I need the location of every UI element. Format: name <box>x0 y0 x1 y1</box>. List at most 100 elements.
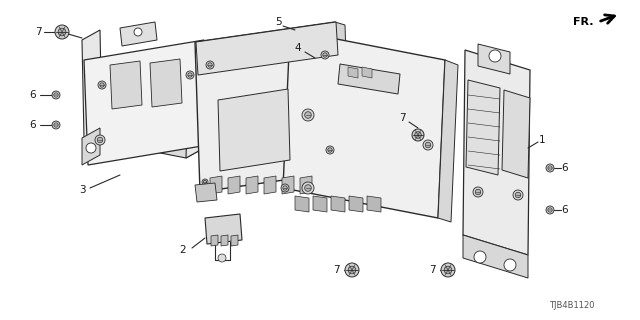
Polygon shape <box>282 176 294 194</box>
Text: TJB4B1120: TJB4B1120 <box>550 300 595 309</box>
Circle shape <box>473 187 483 197</box>
Polygon shape <box>466 80 500 175</box>
Circle shape <box>328 148 332 152</box>
Circle shape <box>52 91 60 99</box>
Circle shape <box>55 25 69 39</box>
Polygon shape <box>438 60 458 222</box>
Circle shape <box>97 137 103 143</box>
Text: 7: 7 <box>399 113 405 123</box>
Circle shape <box>283 186 287 190</box>
Circle shape <box>54 93 58 97</box>
Circle shape <box>58 28 66 36</box>
Text: 7: 7 <box>35 27 42 37</box>
Circle shape <box>326 146 334 154</box>
Circle shape <box>546 206 554 214</box>
Circle shape <box>202 179 208 185</box>
Polygon shape <box>338 64 400 94</box>
Text: 4: 4 <box>294 43 301 53</box>
Polygon shape <box>82 30 102 138</box>
Polygon shape <box>463 50 530 255</box>
Polygon shape <box>228 176 240 194</box>
Circle shape <box>415 132 421 138</box>
Polygon shape <box>195 183 217 202</box>
Polygon shape <box>195 22 340 192</box>
Circle shape <box>186 71 194 79</box>
Circle shape <box>513 190 523 200</box>
Polygon shape <box>335 22 350 178</box>
Circle shape <box>302 109 314 121</box>
Polygon shape <box>196 22 338 75</box>
Circle shape <box>305 185 311 191</box>
Circle shape <box>504 259 516 271</box>
Circle shape <box>208 63 212 67</box>
Polygon shape <box>218 89 290 171</box>
Circle shape <box>348 266 356 274</box>
Text: 6: 6 <box>29 120 36 130</box>
Circle shape <box>423 140 433 150</box>
Circle shape <box>86 143 96 153</box>
Circle shape <box>321 51 329 59</box>
Text: 1: 1 <box>539 135 545 145</box>
Text: 7: 7 <box>333 265 339 275</box>
Polygon shape <box>205 214 242 244</box>
Circle shape <box>98 81 106 89</box>
Polygon shape <box>313 196 327 212</box>
Polygon shape <box>120 22 157 46</box>
Polygon shape <box>331 196 345 212</box>
Polygon shape <box>283 30 445 218</box>
Polygon shape <box>264 176 276 194</box>
Circle shape <box>548 208 552 212</box>
Polygon shape <box>362 67 372 78</box>
Circle shape <box>548 166 552 170</box>
Polygon shape <box>246 176 258 194</box>
Circle shape <box>95 135 105 145</box>
Polygon shape <box>221 235 228 246</box>
Circle shape <box>204 180 207 184</box>
Text: 5: 5 <box>275 17 282 27</box>
Polygon shape <box>478 44 510 74</box>
Circle shape <box>323 53 327 57</box>
Circle shape <box>281 184 289 192</box>
Polygon shape <box>210 176 222 194</box>
Circle shape <box>474 251 486 263</box>
Circle shape <box>476 189 481 195</box>
Text: 6: 6 <box>29 90 36 100</box>
Circle shape <box>206 61 214 69</box>
Polygon shape <box>150 59 182 107</box>
Polygon shape <box>367 196 381 212</box>
Circle shape <box>444 266 452 274</box>
Text: 6: 6 <box>562 205 568 215</box>
Circle shape <box>489 50 501 62</box>
Polygon shape <box>349 196 363 212</box>
Polygon shape <box>348 67 358 78</box>
Polygon shape <box>82 128 100 165</box>
Polygon shape <box>502 90 530 178</box>
Polygon shape <box>295 196 309 212</box>
Polygon shape <box>110 61 142 109</box>
Polygon shape <box>211 235 218 246</box>
Circle shape <box>52 121 60 129</box>
Text: 7: 7 <box>429 265 435 275</box>
Polygon shape <box>463 235 528 278</box>
Polygon shape <box>300 176 312 194</box>
Circle shape <box>412 129 424 141</box>
Circle shape <box>134 28 142 36</box>
Polygon shape <box>84 128 204 158</box>
Polygon shape <box>186 78 206 158</box>
Text: FR.: FR. <box>573 17 594 27</box>
Circle shape <box>100 83 104 87</box>
Circle shape <box>302 182 314 194</box>
Circle shape <box>218 254 226 262</box>
Circle shape <box>515 192 521 198</box>
Circle shape <box>188 73 192 77</box>
Circle shape <box>305 112 311 118</box>
Circle shape <box>441 263 455 277</box>
Circle shape <box>425 142 431 148</box>
Circle shape <box>54 123 58 127</box>
Circle shape <box>345 263 359 277</box>
Text: 6: 6 <box>562 163 568 173</box>
Polygon shape <box>84 40 208 165</box>
Polygon shape <box>231 235 238 246</box>
Text: 3: 3 <box>79 185 85 195</box>
Text: 2: 2 <box>180 245 186 255</box>
